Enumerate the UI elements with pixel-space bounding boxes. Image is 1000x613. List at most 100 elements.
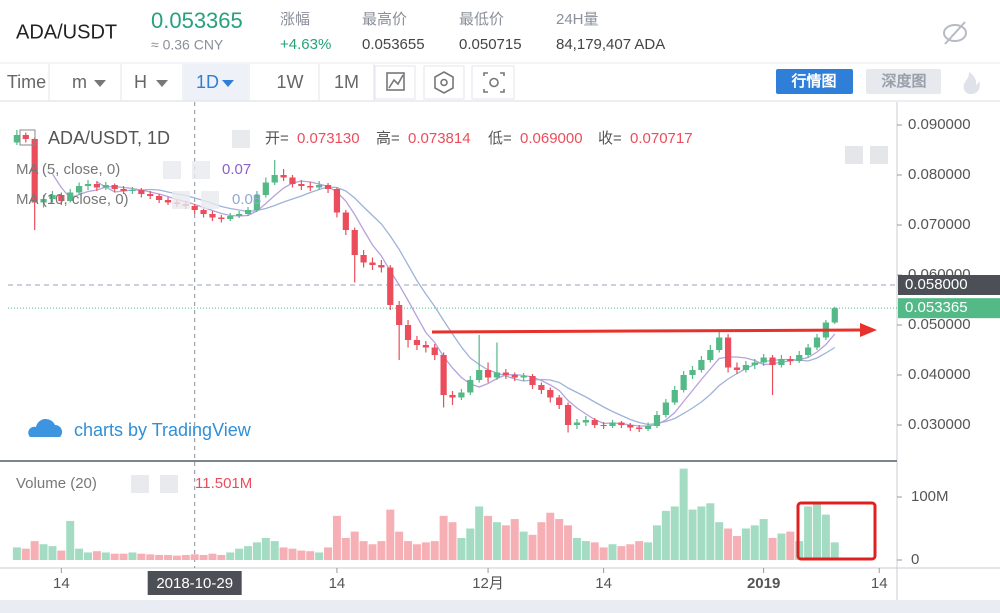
candle-body: [573, 422, 581, 425]
volume-bar: [190, 554, 199, 560]
value: +4.63%: [280, 36, 331, 53]
last-price-label: 0.053365: [905, 299, 968, 316]
close-icon[interactable]: [192, 161, 210, 179]
marker-label: 0.058000: [905, 276, 968, 293]
toolbar-item[interactable]: Time: [7, 72, 46, 92]
settings-icon[interactable]: [163, 161, 181, 179]
volume-bar: [741, 528, 750, 560]
volume-bar: [137, 553, 146, 560]
candle-body: [449, 395, 456, 398]
volume-bar: [92, 551, 101, 560]
candle-body: [760, 357, 767, 363]
candle-body: [644, 426, 652, 429]
toolbar-item[interactable]: H: [134, 72, 147, 92]
candle-body: [742, 365, 749, 370]
candle-body: [627, 425, 634, 428]
toolbar-item[interactable]: m: [72, 72, 87, 92]
candle-body: [396, 305, 403, 325]
volume-bar: [404, 541, 413, 560]
close-icon[interactable]: [201, 191, 219, 209]
toolbar-item[interactable]: 1W: [277, 72, 304, 92]
close-icon[interactable]: [160, 475, 178, 493]
volume-value: 11.501M: [195, 475, 252, 492]
volume-bar: [466, 528, 475, 560]
tab-inactive[interactable]: [866, 69, 941, 94]
dropdown-caret: [222, 80, 234, 87]
candle-body: [476, 370, 483, 380]
candle-body: [298, 184, 305, 186]
candle-body: [111, 185, 118, 189]
tool-icon[interactable]: [374, 65, 416, 100]
hide-icon[interactable]: [943, 21, 967, 45]
volume-bar: [732, 536, 741, 560]
candle-body: [191, 206, 198, 210]
candle-body: [49, 195, 56, 199]
volume-bar: [697, 506, 706, 560]
settings-icon[interactable]: [232, 130, 250, 148]
legend: ADA/USDT, 1D 开= 0.073130 高= 0.073814 低= …: [16, 128, 888, 493]
value: 84,179,407 ADA: [556, 36, 665, 53]
candle-body: [200, 210, 207, 214]
volume-bar: [510, 519, 519, 560]
volume-bar: [279, 547, 288, 560]
candle-body: [147, 194, 154, 196]
volume-bar: [128, 552, 137, 560]
candle-body: [129, 190, 136, 191]
ma-value: 0.08: [232, 191, 261, 208]
candle-body: [360, 255, 367, 263]
volume-bar: [146, 554, 155, 560]
candle-body: [431, 347, 438, 355]
credit[interactable]: charts by TradingView: [74, 420, 252, 440]
volume-bar: [519, 531, 528, 560]
volume-bar: [12, 547, 21, 560]
volume-bar: [288, 548, 297, 560]
x-tick-label: 2019: [747, 575, 780, 592]
candle-body: [307, 186, 314, 188]
candle-body: [262, 182, 269, 195]
volume-bar: [537, 522, 546, 560]
volume-bar: [412, 544, 421, 560]
volume-bar: [421, 542, 430, 560]
volume-legend: Volume (20): [16, 475, 97, 492]
candle-body: [511, 375, 518, 378]
volume-bar: [164, 554, 173, 560]
candle-body: [40, 199, 47, 203]
tab[interactable]: 深度图: [881, 72, 926, 90]
volume-bar: [590, 542, 599, 560]
volume-bar: [608, 544, 617, 560]
candle-body: [796, 355, 803, 361]
collapse-icon[interactable]: [19, 129, 36, 146]
crosshair-label: 2018-10-29: [156, 575, 233, 592]
label: 涨幅: [280, 11, 310, 28]
volume-bar: [315, 552, 324, 560]
toolbar-item[interactable]: 1D: [196, 72, 219, 92]
scroll-icon[interactable]: [870, 146, 888, 164]
flame-icon: [963, 72, 980, 94]
volume-bar: [270, 541, 279, 560]
settings-icon[interactable]: [172, 191, 190, 209]
ohlc-label: 低=: [488, 130, 512, 147]
volume-bar: [110, 553, 119, 560]
candle-body: [13, 135, 21, 143]
tab[interactable]: 行情图: [790, 72, 836, 90]
candle-body: [538, 385, 545, 390]
toolbar: Time m H 1D 1W 1M 行情图 深度图: [0, 62, 1000, 102]
volume-bar: [377, 541, 386, 560]
candle-body: [289, 177, 296, 184]
y-tick-label: 0.080000: [908, 166, 971, 183]
settings-icon[interactable]: [131, 475, 149, 493]
candle-body: [547, 390, 554, 398]
volume-bar: [332, 515, 341, 560]
y-tick-label: 0.040000: [908, 366, 971, 383]
tool-icon[interactable]: [471, 65, 515, 100]
tool-icon[interactable]: [423, 65, 465, 100]
annotation-box: [796, 501, 877, 561]
volume-bar: [252, 542, 261, 560]
toolbar-item[interactable]: 1M: [334, 72, 359, 92]
volume-bar: [386, 509, 395, 560]
candle-body: [520, 376, 527, 378]
candle-body: [342, 212, 349, 230]
candle-body: [813, 337, 821, 348]
scroll-icon[interactable]: [845, 146, 863, 164]
tab-active[interactable]: [776, 69, 853, 94]
